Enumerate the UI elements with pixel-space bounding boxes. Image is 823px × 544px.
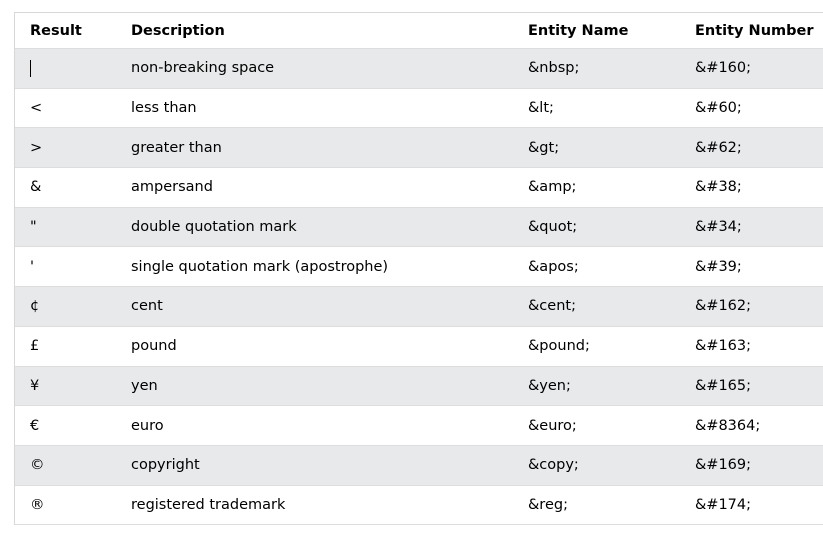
cell-entity-name: &gt; xyxy=(528,127,695,169)
table-row: ¥ yen &yen; &#165; xyxy=(15,366,823,407)
header-result: Result xyxy=(15,13,131,49)
cell-description: cent xyxy=(131,286,528,327)
table-row: < less than &lt; &#60; xyxy=(15,88,823,129)
cell-entity-name: &amp; xyxy=(528,167,695,208)
entity-table-container: Result Description Entity Name Entity Nu… xyxy=(14,12,823,526)
header-entity-number: Entity Number xyxy=(695,13,823,49)
cell-entity-name: &copy; xyxy=(528,445,695,486)
cell-entity-name: &quot; xyxy=(528,207,695,248)
cell-entity-name: &nbsp; xyxy=(528,48,695,89)
cell-description: copyright xyxy=(131,445,528,486)
cell-result: & xyxy=(15,167,131,208)
cell-entity-name: &pound; xyxy=(528,326,695,367)
cell-entity-name: &euro; xyxy=(528,405,695,446)
cell-result: ¢ xyxy=(15,286,131,327)
table-row: ¢ cent &cent; &#162; xyxy=(15,286,823,327)
table-row: € euro &euro; &#8364; xyxy=(15,405,823,446)
cell-description: less than xyxy=(131,88,528,129)
table-row: ' single quotation mark (apostrophe) &apos… xyxy=(15,246,823,288)
cell-description: euro xyxy=(131,405,528,446)
cell-result: ® xyxy=(15,485,131,526)
nbsp-caret-mark xyxy=(30,59,31,77)
cell-result: > xyxy=(15,127,131,169)
cell-entity-name: &reg; xyxy=(528,485,695,526)
cell-entity-number: &#34; xyxy=(695,207,823,248)
cell-result: ¥ xyxy=(15,366,131,407)
cell-entity-name: &yen; xyxy=(528,366,695,407)
cell-description: non-breaking space xyxy=(131,48,528,89)
cell-description: registered trademark xyxy=(131,485,528,526)
table-body: non-breaking space &nbsp; &#160; < less than… xyxy=(15,48,823,526)
cell-result: © xyxy=(15,445,131,486)
cell-description: ampersand xyxy=(131,167,528,208)
cell-description: yen xyxy=(131,366,528,407)
cell-result: < xyxy=(15,88,131,129)
cell-description: greater than xyxy=(131,127,528,169)
cell-entity-name: &apos; xyxy=(528,246,695,288)
cell-result: £ xyxy=(15,326,131,367)
cell-entity-number: &#62; xyxy=(695,127,823,169)
table-row: £ pound &pound; &#163; xyxy=(15,326,823,367)
cell-entity-number: &#165; xyxy=(695,366,823,407)
table-row: © copyright &copy; &#169; xyxy=(15,445,823,486)
cell-entity-number: &#39; xyxy=(695,246,823,288)
cell-entity-number: &#174; xyxy=(695,485,823,526)
cell-entity-number: &#163; xyxy=(695,326,823,367)
table-row: non-breaking space &nbsp; &#160; xyxy=(15,48,823,89)
header-description: Description xyxy=(131,13,528,49)
cell-entity-number: &#8364; xyxy=(695,405,823,446)
cell-description: double quotation mark xyxy=(131,207,528,248)
cell-entity-number: &#169; xyxy=(695,445,823,486)
table-row: " double quotation mark &quot; &#34; xyxy=(15,207,823,248)
header-entity-name: Entity Name xyxy=(528,13,695,49)
cell-result: ' xyxy=(15,246,131,288)
cell-entity-number: &#38; xyxy=(695,167,823,208)
table-row: ® registered trademark &reg; &#174; xyxy=(15,485,823,526)
table-header-row: Result Description Entity Name Entity Nu… xyxy=(15,13,823,49)
cell-entity-number: &#60; xyxy=(695,88,823,129)
cell-description: pound xyxy=(131,326,528,367)
table-row: > greater than &gt; &#62; xyxy=(15,127,823,169)
cell-description: single quotation mark (apostrophe) xyxy=(131,246,528,288)
cell-result: € xyxy=(15,405,131,446)
cell-result xyxy=(15,48,131,89)
cell-entity-name: &cent; xyxy=(528,286,695,327)
cell-entity-number: &#160; xyxy=(695,48,823,89)
cell-entity-number: &#162; xyxy=(695,286,823,327)
table-row: & ampersand &amp; &#38; xyxy=(15,167,823,208)
entity-table: Result Description Entity Name Entity Nu… xyxy=(15,13,823,526)
cell-entity-name: &lt; xyxy=(528,88,695,129)
cell-result: " xyxy=(15,207,131,248)
